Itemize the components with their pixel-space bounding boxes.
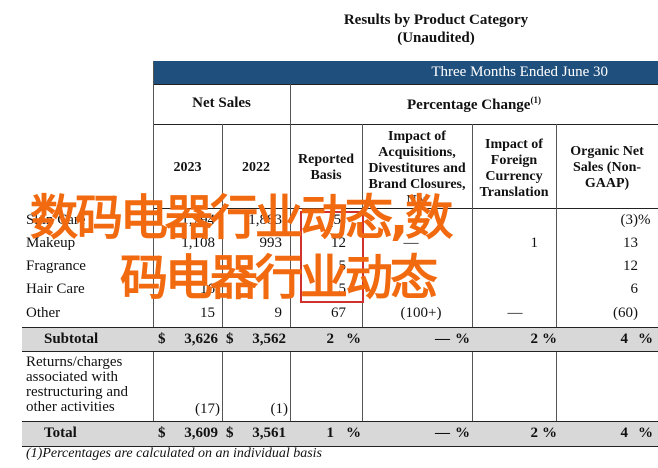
cell-currency: 1	[530, 235, 539, 251]
cell-organic: 13	[623, 235, 638, 251]
row-divider	[22, 446, 658, 447]
reported-basis-header: Reported Basis	[298, 152, 354, 183]
total-label: Total	[44, 425, 77, 441]
cell-2022: 993	[259, 235, 283, 251]
cell-reported: 67	[331, 305, 346, 321]
column-divider	[153, 61, 154, 446]
watermark-line-1: 数码电器行业动态,数	[30, 190, 453, 246]
acquisitions-impact-header: Impact of Acquisitions, Divestitures and…	[368, 129, 466, 208]
currency-symbol: $	[226, 425, 234, 441]
cell-organic: 12	[623, 258, 638, 274]
organic-net-sales-header: Organic Net Sales (Non-GAAP)	[570, 144, 644, 191]
currency-symbol: $	[158, 425, 166, 441]
total-currency: 2	[530, 425, 539, 441]
cell-organic: (60)	[613, 305, 638, 321]
cell-2022: 9	[274, 305, 283, 321]
row-divider	[22, 327, 658, 328]
cell-2022: 1,883	[248, 212, 282, 228]
row-divider	[22, 351, 658, 352]
percent-sign: %	[346, 331, 361, 347]
percentage-change-header: Percentage Change(1)	[407, 95, 541, 113]
percent-sign: %	[455, 425, 470, 441]
column-divider	[472, 124, 473, 446]
report-subtitle: (Unaudited)	[397, 30, 475, 46]
cell-2023: 1,108	[181, 235, 215, 251]
subtotal-organic: 4	[620, 331, 629, 347]
cell-organic: 6	[630, 281, 639, 297]
cell-organic: (3)	[620, 212, 639, 228]
cell-acquisitions: —	[403, 235, 419, 251]
returns-2023: (17)	[195, 401, 220, 417]
watermark-line-2: 码电器行业动态	[120, 250, 438, 306]
period-label: Three Months Ended June 30	[431, 64, 608, 80]
footnote: (1)Percentages are calculated on an indi…	[26, 446, 323, 461]
cell-currency: —	[507, 305, 523, 321]
percent-sign: %	[542, 331, 557, 347]
cell-2023: 1,794	[181, 212, 215, 228]
row-label: Fragrance	[26, 258, 86, 274]
currency-impact-header: Impact of Foreign Currency Translation	[479, 137, 549, 200]
subtotal-reported: 2	[326, 331, 335, 347]
percent-sign: %	[455, 331, 470, 347]
subtotal-2023: 3,626	[184, 331, 218, 347]
net-sales-header: Net Sales	[192, 95, 251, 111]
cell-reported: 5	[338, 281, 347, 297]
total-reported: 1	[326, 425, 335, 441]
year-2023-header: 2023	[173, 160, 202, 175]
currency-symbol: $	[226, 331, 234, 347]
cell-acquisitions: (100+)	[400, 305, 442, 321]
cell-2023: 16	[200, 281, 215, 297]
column-divider	[290, 84, 291, 446]
header-divider	[153, 208, 658, 209]
percent-sign: %	[638, 331, 653, 347]
percent-sign: %	[346, 425, 361, 441]
cell-reported: 5	[338, 258, 347, 274]
year-2022-header: 2022	[242, 160, 270, 175]
total-2023: 3,609	[184, 425, 218, 441]
row-label: Other	[26, 305, 61, 321]
row-label: Hair Care	[26, 281, 85, 297]
cell-reported: 12	[331, 235, 346, 251]
subtotal-currency: 2	[530, 331, 539, 347]
currency-symbol: $	[158, 331, 166, 347]
subtotal-acquisitions: —	[435, 331, 450, 347]
total-acquisitions: —	[435, 425, 450, 441]
column-divider	[556, 124, 557, 446]
row-divider	[22, 421, 658, 422]
column-divider	[222, 124, 223, 446]
cell-percent-sign: %	[638, 212, 651, 228]
row-label: Makeup	[26, 235, 76, 251]
header-divider	[153, 124, 658, 125]
percent-sign: %	[638, 425, 653, 441]
returns-2022: (1)	[270, 401, 289, 417]
subtotal-2022: 3,562	[252, 331, 286, 347]
subtotal-label: Subtotal	[44, 331, 99, 347]
cell-reported: (5)	[328, 212, 347, 228]
row-label: Skin Care	[26, 212, 86, 228]
cell-2023: 15	[200, 305, 215, 321]
subtotal-row	[22, 327, 658, 351]
returns-label: Returns/charges associated with restruct…	[26, 354, 129, 415]
report-title: Results by Product Category	[343, 12, 529, 28]
header-divider	[153, 84, 658, 85]
total-2022: 3,561	[252, 425, 286, 441]
total-organic: 4	[620, 425, 629, 441]
total-row	[22, 421, 658, 446]
percent-sign: %	[542, 425, 557, 441]
period-header-bar: Three Months Ended June 30	[153, 61, 658, 84]
highlight-box	[300, 211, 364, 303]
